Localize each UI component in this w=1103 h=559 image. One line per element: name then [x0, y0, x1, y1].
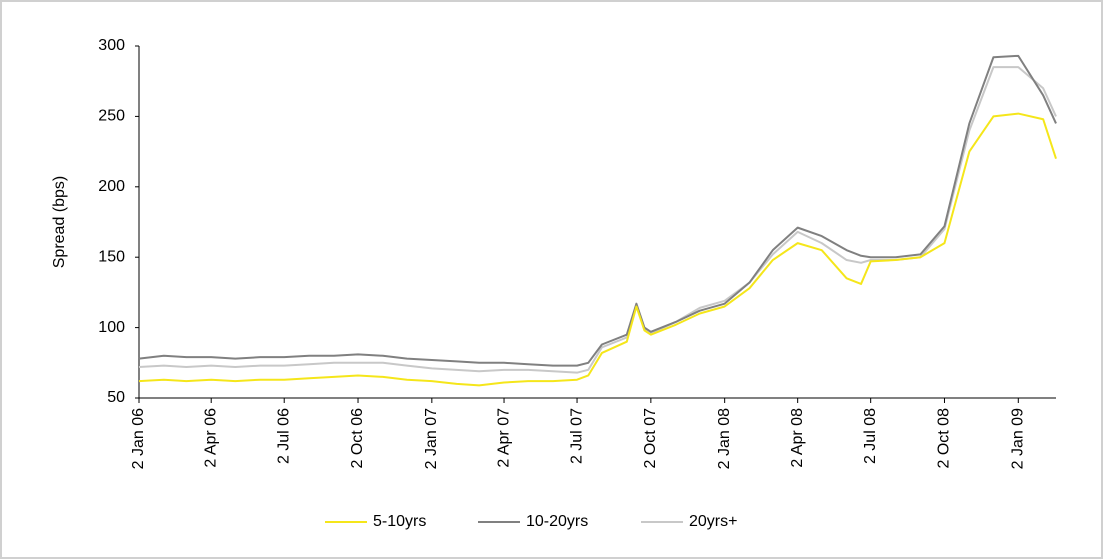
x-tick-label: 2 Jan 08 — [716, 408, 733, 469]
y-tick-label: 250 — [98, 108, 125, 125]
x-tick-label: 2 Oct 08 — [936, 408, 953, 469]
y-tick-label: 300 — [98, 37, 125, 54]
x-tick-label: 2 Jul 06 — [275, 408, 292, 464]
x-tick-label: 2 Jan 09 — [1010, 408, 1027, 469]
legend-label: 20yrs+ — [689, 513, 737, 530]
x-tick-label: 2 Jul 08 — [862, 408, 879, 464]
y-tick-label: 50 — [107, 389, 125, 406]
x-tick-label: 2 Jul 07 — [568, 408, 585, 464]
legend-label: 10-20yrs — [526, 513, 588, 530]
x-tick-label: 2 Jan 06 — [130, 408, 147, 469]
x-tick-label: 2 Apr 06 — [202, 408, 219, 468]
x-tick-label: 2 Jan 07 — [423, 408, 440, 469]
series-line — [138, 112, 1057, 387]
y-tick-label: 100 — [98, 319, 125, 336]
y-tick-label: 200 — [98, 178, 125, 195]
y-axis-label: Spread (bps) — [51, 176, 68, 269]
y-tick-label: 150 — [98, 248, 125, 265]
series-line — [138, 54, 1057, 367]
x-tick-label: 2 Oct 06 — [349, 408, 366, 469]
x-tick-label: 2 Oct 07 — [642, 408, 659, 469]
x-tick-label: 2 Apr 07 — [495, 408, 512, 468]
x-tick-label: 2 Apr 08 — [789, 408, 806, 468]
legend-label: 5-10yrs — [373, 513, 426, 530]
